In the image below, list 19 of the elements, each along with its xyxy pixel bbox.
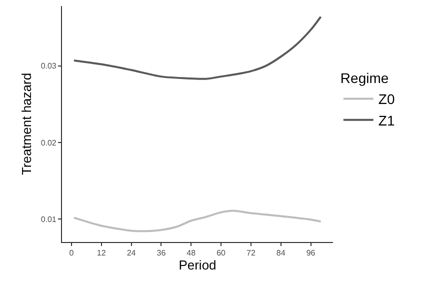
y-tick-label: 0.01 [40, 215, 57, 224]
legend-title: Regime [340, 70, 389, 86]
y-axis-title: Treatment hazard [18, 72, 34, 176]
x-axis-title: Period [178, 258, 216, 273]
x-tick-label: 72 [246, 248, 256, 258]
x-tick-label: 36 [156, 248, 166, 258]
legend-label: Z1 [378, 112, 395, 128]
line-series [72, 210, 322, 232]
legend-label: Z0 [378, 91, 395, 108]
x-tick-label: 84 [276, 248, 286, 258]
line-series [72, 16, 322, 80]
x-tick-label: 60 [216, 248, 226, 258]
x-tick-label: 0 [69, 248, 74, 258]
x-tick-label: 12 [96, 248, 106, 258]
y-tick-label: 0.03 [40, 62, 57, 71]
x-tick-label: 96 [306, 248, 316, 258]
y-tick-label: 0.02 [40, 138, 57, 148]
x-tick-label: 24 [126, 248, 136, 258]
x-tick-label: 48 [186, 248, 196, 258]
